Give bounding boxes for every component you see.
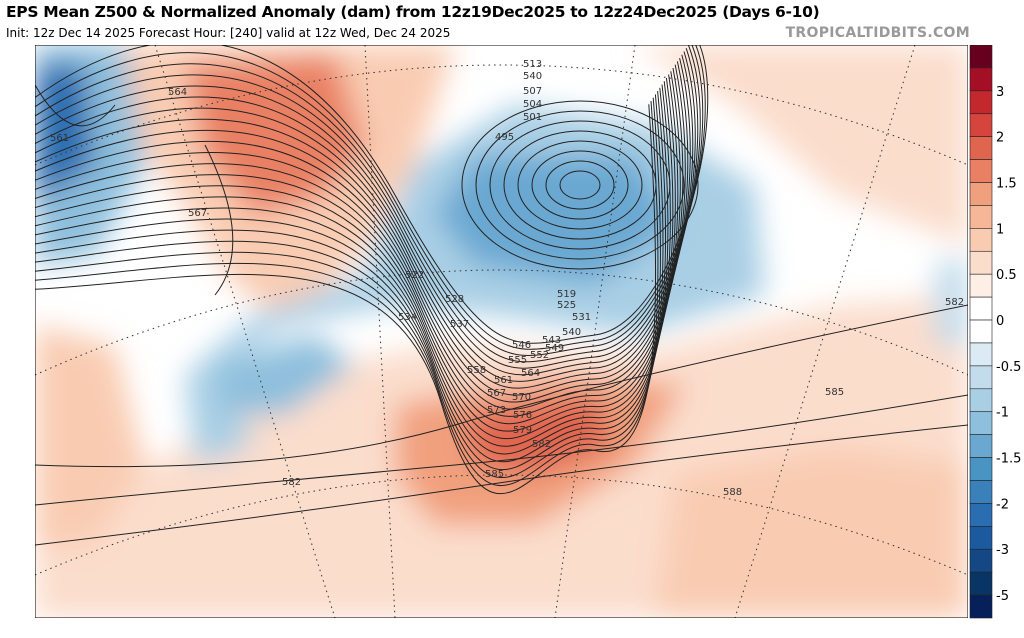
colorbar-segment (969, 388, 993, 413)
colorbar: 3 2 1.5 1 0.5 0 -0.5 -1 -1.5 -2 -3 -5 (969, 45, 1021, 619)
contour-label: 555 (508, 355, 527, 366)
contour-label: 582 (532, 439, 551, 450)
colorbar-segment (969, 319, 993, 344)
contour-label: 525 (557, 300, 576, 311)
contour-label: 513 (523, 59, 542, 70)
contour-label: 540 (562, 327, 581, 338)
colorbar-segment (969, 228, 993, 252)
colorbar-tick-label: -2 (996, 497, 1009, 512)
contour-line (475, 110, 685, 260)
contour-label: 582 (945, 297, 964, 308)
contour-label: 540 (523, 71, 542, 82)
contour-label: 582 (282, 477, 301, 488)
colorbar-tick-label: -5 (996, 589, 1009, 604)
colorbar-segment (969, 136, 993, 160)
contour-label: 585 (485, 469, 504, 480)
colorbar-tick-label: 1 (996, 222, 1004, 237)
colorbar-tick-label: 2 (996, 131, 1004, 146)
height-contours (35, 45, 968, 546)
contour-label: 564 (521, 368, 540, 379)
colorbar-tick-label: 1.5 (996, 177, 1017, 192)
contour-line (35, 304, 968, 468)
contour-label: 552 (530, 350, 549, 361)
colorbar-tick-label: -0.5 (996, 360, 1021, 375)
contour-label: 567 (188, 208, 207, 219)
contour-label: 561 (494, 375, 513, 386)
colorbar-segment (969, 45, 993, 69)
contour-label: 564 (168, 87, 187, 98)
colorbar-segment (969, 526, 993, 550)
colorbar-segment (969, 205, 993, 229)
colorbar-segment (969, 159, 993, 183)
colorbar-segment (969, 250, 993, 275)
contour-line (35, 84, 116, 127)
contour-label: 501 (523, 112, 542, 123)
colorbar-segment (969, 480, 993, 504)
colorbar-tick-label: -3 (996, 543, 1009, 558)
colorbar-segment (969, 90, 993, 115)
contour-label: 579 (513, 425, 532, 436)
colorbar-tick-label: -1 (996, 406, 1009, 421)
contour-label: 504 (523, 99, 542, 110)
colorbar-tick-label: -1.5 (996, 452, 1021, 467)
contour-label: 519 (557, 289, 576, 300)
contour-label: 567 (487, 388, 506, 399)
contour-label: 588 (723, 487, 742, 498)
colorbar-segment (969, 411, 993, 435)
contour-label: 537 (450, 319, 469, 330)
contour-line (35, 424, 968, 546)
colorbar-segment (969, 296, 993, 321)
colorbar-tick-label: 3 (996, 85, 1004, 100)
contour-label: 549 (545, 343, 564, 354)
colorbar-segment (969, 67, 993, 92)
colorbar-segment (969, 548, 993, 573)
contour-label: 585 (825, 387, 844, 398)
contour-label: 495 (495, 132, 514, 143)
colorbar-segment (969, 503, 993, 527)
colorbar-segment (969, 113, 993, 137)
contour-line (503, 130, 657, 240)
colorbar-segment (969, 571, 993, 596)
colorbar-segment (969, 457, 993, 481)
contour-label: 507 (523, 86, 542, 97)
contour-label: 576 (513, 410, 532, 421)
contour-label: 528 (445, 294, 464, 305)
contour-line (35, 100, 659, 487)
colorbar-tick-label: 0.5 (996, 268, 1017, 283)
colorbar-segment (969, 594, 993, 619)
contour-line (35, 394, 968, 506)
contour-label: 546 (512, 340, 531, 351)
contour-line (489, 120, 671, 250)
contour-line (559, 170, 601, 200)
brand-watermark: TROPICALTIDBITS.COM (785, 25, 970, 41)
contour-label: 558 (467, 365, 486, 376)
anomaly-map: 5135405075045014955645615675225285345375… (35, 45, 968, 618)
contour-label: 561 (50, 133, 69, 144)
lat-lon-grid (35, 45, 968, 618)
colorbar-segment (969, 365, 993, 390)
colorbar-tick-label: 0 (996, 314, 1004, 329)
contour-line (517, 140, 643, 230)
contour-label: 531 (572, 312, 591, 323)
map-title: EPS Mean Z500 & Normalized Anomaly (dam)… (6, 3, 820, 21)
colorbar-segment (969, 342, 993, 367)
contour-labels: 5135405075045014955645615675225285345375… (50, 59, 964, 498)
contour-line (545, 160, 615, 210)
contour-label: 522 (405, 270, 424, 281)
colorbar-segment (969, 273, 993, 298)
contour-line (35, 104, 656, 495)
colorbar-segment (969, 182, 993, 206)
map-subtitle: Init: 12z Dec 14 2025 Forecast Hour: [24… (6, 26, 451, 40)
contour-label: 543 (542, 335, 561, 346)
contour-line (531, 150, 629, 220)
colorbar-segment (969, 434, 993, 458)
contour-line (204, 144, 234, 296)
contour-label: 573 (487, 405, 506, 416)
contour-label: 570 (512, 392, 531, 403)
contour-line (461, 100, 699, 270)
contour-label: 534 (398, 312, 417, 323)
